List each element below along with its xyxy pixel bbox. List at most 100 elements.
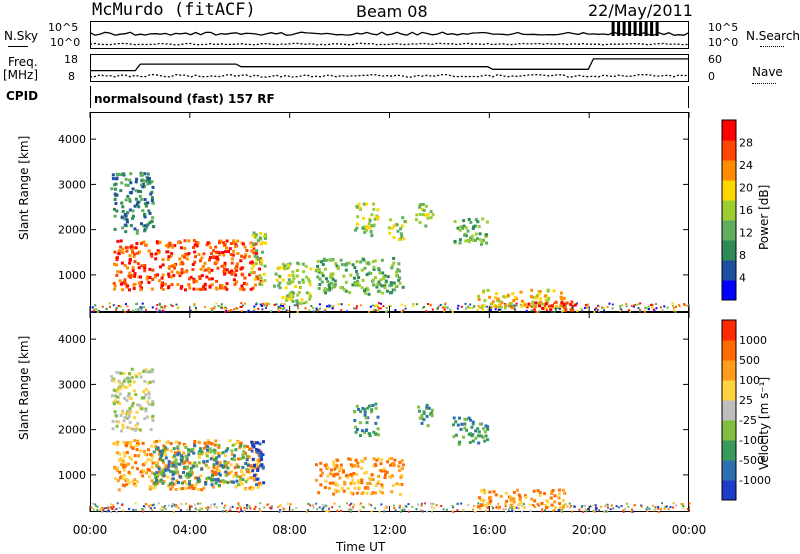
data-cell: [246, 463, 250, 467]
data-cell: [230, 470, 233, 474]
data-cell: [401, 507, 404, 510]
data-cell: [136, 467, 139, 471]
data-cell: [544, 302, 548, 306]
data-cell: [120, 181, 124, 185]
data-cell: [167, 275, 171, 278]
data-cell: [182, 443, 186, 446]
data-cell: [464, 234, 468, 238]
data-cell: [594, 504, 597, 507]
data-cell: [217, 445, 221, 449]
data-cell: [200, 467, 204, 471]
data-cell: [129, 224, 133, 228]
data-cell: [394, 284, 398, 288]
data-cell: [183, 246, 187, 250]
data-cell: [653, 509, 656, 512]
data-cell: [134, 246, 138, 250]
data-cell: [195, 464, 199, 468]
data-cell: [128, 178, 132, 182]
data-cell: [305, 510, 308, 513]
data-cell: [197, 253, 201, 257]
data-cell: [327, 288, 331, 292]
data-cell: [174, 458, 178, 462]
data-cell: [378, 490, 382, 494]
data-cell: [217, 251, 221, 255]
data-cell: [134, 461, 138, 465]
data-cell: [429, 304, 432, 307]
data-cell: [544, 503, 548, 507]
data-cell: [153, 472, 157, 476]
data-cell: [266, 503, 269, 506]
colorbar-swatch: [722, 400, 736, 421]
data-cell: [142, 508, 145, 511]
data-cell: [217, 451, 220, 455]
data-cell: [119, 371, 123, 375]
data-cell: [497, 506, 501, 510]
data-cell: [150, 199, 154, 202]
data-cell: [254, 242, 258, 246]
data-cell: [342, 469, 345, 473]
data-cell: [167, 462, 171, 466]
data-cell: [259, 232, 263, 235]
data-cell: [308, 295, 312, 298]
data-cell: [213, 458, 217, 462]
data-cell: [493, 296, 497, 300]
data-cell: [383, 284, 387, 288]
data-cell: [224, 470, 228, 474]
data-cell: [283, 306, 286, 309]
data-cell: [175, 303, 178, 306]
data-cell: [237, 504, 240, 506]
data-cell: [208, 258, 211, 262]
y-tick-label: 2000: [58, 224, 86, 237]
data-cell: [436, 307, 439, 310]
data-cell: [165, 447, 169, 451]
data-cell: [250, 267, 254, 271]
data-cell: [296, 301, 300, 305]
data-cell: [678, 305, 681, 308]
data-cell: [127, 274, 131, 278]
data-cell: [352, 503, 355, 506]
data-cell: [187, 283, 191, 286]
data-cell: [479, 434, 483, 438]
data-cell: [317, 287, 321, 290]
y-tick-label: 1000: [58, 469, 86, 482]
data-cell: [159, 265, 162, 269]
data-cell: [214, 473, 218, 476]
data-cell: [625, 502, 628, 505]
data-cell: [562, 296, 566, 300]
data-cell: [151, 400, 155, 404]
data-cell: [212, 485, 216, 489]
data-cell: [472, 238, 475, 242]
data-cell: [131, 269, 135, 273]
data-cell: [383, 469, 387, 473]
data-cell: [349, 463, 353, 467]
data-cell: [179, 454, 183, 458]
data-cell: [295, 507, 298, 509]
data-cell: [155, 447, 159, 451]
colorbar-swatch: [722, 340, 736, 361]
data-cell: [547, 296, 551, 300]
data-cell: [386, 506, 389, 509]
data-cell: [120, 429, 123, 433]
data-cell: [172, 510, 175, 513]
data-cell: [287, 274, 291, 277]
data-cell: [154, 257, 158, 261]
data-cell: [545, 309, 548, 312]
data-cell: [312, 306, 315, 309]
data-cell: [544, 306, 548, 310]
data-cell: [196, 510, 199, 513]
data-cell: [103, 507, 106, 510]
data-cell: [512, 299, 516, 303]
data-cell: [172, 482, 176, 486]
data-cell: [337, 489, 341, 493]
data-cell: [115, 263, 118, 267]
data-cell: [184, 446, 188, 449]
data-cell: [125, 220, 129, 224]
data-cell: [524, 495, 528, 499]
data-cell: [154, 461, 158, 465]
data-cell: [167, 465, 171, 468]
data-cell: [482, 304, 486, 308]
data-cell: [509, 499, 513, 503]
data-cell: [252, 478, 256, 482]
data-cell: [603, 307, 605, 309]
data-cell: [133, 282, 137, 286]
